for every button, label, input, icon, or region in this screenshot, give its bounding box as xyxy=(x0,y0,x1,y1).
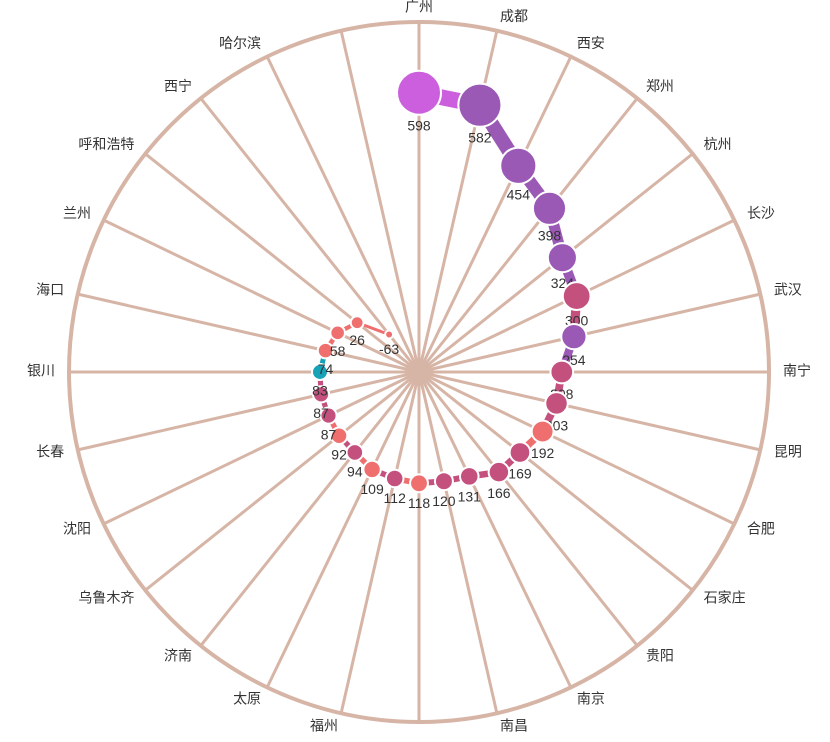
category-label: 西宁 xyxy=(164,78,192,94)
value-label: 454 xyxy=(507,187,531,203)
value-label: 92 xyxy=(331,447,347,463)
category-label: 呼和浩特 xyxy=(78,136,134,152)
point xyxy=(499,146,538,185)
category-label: 长春 xyxy=(36,444,64,460)
point xyxy=(329,426,349,445)
spoke xyxy=(417,371,573,688)
category-label: 合肥 xyxy=(747,521,775,537)
point xyxy=(508,441,532,464)
value-label: 58 xyxy=(330,343,346,359)
point xyxy=(487,460,511,484)
spoke xyxy=(199,371,421,647)
category-label: 银川 xyxy=(27,363,55,379)
spoke xyxy=(418,292,761,374)
spoke xyxy=(144,152,420,374)
category-label: 南昌 xyxy=(500,718,528,734)
point xyxy=(319,406,338,425)
spoke xyxy=(144,370,420,592)
category-label: 太原 xyxy=(233,691,261,707)
spoke xyxy=(77,370,420,452)
spoke xyxy=(265,56,421,373)
value-label: 166 xyxy=(487,485,511,501)
spoke xyxy=(417,56,573,373)
value-label: 87 xyxy=(321,426,337,442)
category-label: 南京 xyxy=(577,691,605,707)
category-label: 南宁 xyxy=(783,363,811,379)
point xyxy=(396,69,442,116)
category-label: 西安 xyxy=(577,35,605,51)
category-label: 长沙 xyxy=(747,205,775,221)
spoke xyxy=(199,97,421,373)
value-label: 398 xyxy=(538,228,562,244)
point xyxy=(546,242,578,274)
category-label: 郑州 xyxy=(646,78,674,94)
point xyxy=(457,82,503,128)
point xyxy=(345,443,365,462)
spoke xyxy=(418,370,761,452)
point xyxy=(531,190,568,226)
point xyxy=(433,471,454,492)
point xyxy=(311,385,331,404)
point xyxy=(384,468,405,489)
value-label: 26 xyxy=(349,332,365,348)
spoke xyxy=(339,371,421,714)
point xyxy=(362,459,382,480)
spoke xyxy=(417,371,639,647)
category-label: 成都 xyxy=(500,8,528,24)
spoke xyxy=(103,218,420,374)
value-label: 582 xyxy=(468,129,492,145)
category-label: 济南 xyxy=(164,647,192,663)
category-label: 武汉 xyxy=(774,282,802,298)
value-label: 169 xyxy=(508,466,532,482)
value-label: 118 xyxy=(408,495,431,511)
point xyxy=(349,315,365,331)
spoke xyxy=(339,30,421,373)
point xyxy=(530,419,555,444)
category-label: 福州 xyxy=(310,718,338,734)
point xyxy=(384,329,395,340)
point xyxy=(561,281,592,311)
category-label: 石家庄 xyxy=(704,590,746,606)
point xyxy=(409,473,429,494)
value-label: 131 xyxy=(458,488,482,504)
point xyxy=(310,363,329,381)
category-label: 哈尔滨 xyxy=(219,35,261,51)
value-label: 109 xyxy=(360,481,384,497)
point xyxy=(560,323,588,351)
point xyxy=(549,359,575,385)
value-label: 120 xyxy=(432,493,456,509)
category-label: 兰州 xyxy=(63,205,91,221)
value-label: 112 xyxy=(384,490,407,506)
category-label: 乌鲁木齐 xyxy=(78,590,134,606)
value-label: 87 xyxy=(313,405,329,421)
spoke xyxy=(418,370,694,592)
value-label: 598 xyxy=(407,117,431,133)
value-label: 83 xyxy=(312,383,328,399)
spoke xyxy=(417,371,499,714)
category-label: 杭州 xyxy=(704,136,732,152)
category-label: 海口 xyxy=(36,282,64,298)
point xyxy=(544,391,569,416)
spoke xyxy=(418,370,735,526)
spoke xyxy=(77,292,420,374)
point xyxy=(458,466,480,487)
outer-ring xyxy=(67,20,771,724)
point xyxy=(329,324,346,342)
spoke xyxy=(103,370,420,526)
value-label: 94 xyxy=(347,463,363,479)
category-label: 贵阳 xyxy=(646,647,674,663)
category-label: 广州 xyxy=(405,0,433,15)
category-label: 昆明 xyxy=(774,444,802,460)
point xyxy=(316,341,335,360)
value-label: 74 xyxy=(318,361,334,377)
spoke xyxy=(265,371,421,688)
category-label: 沈阳 xyxy=(63,521,91,537)
spoke xyxy=(417,97,639,373)
value-label: -63 xyxy=(379,341,399,357)
value-label: 192 xyxy=(531,445,555,461)
